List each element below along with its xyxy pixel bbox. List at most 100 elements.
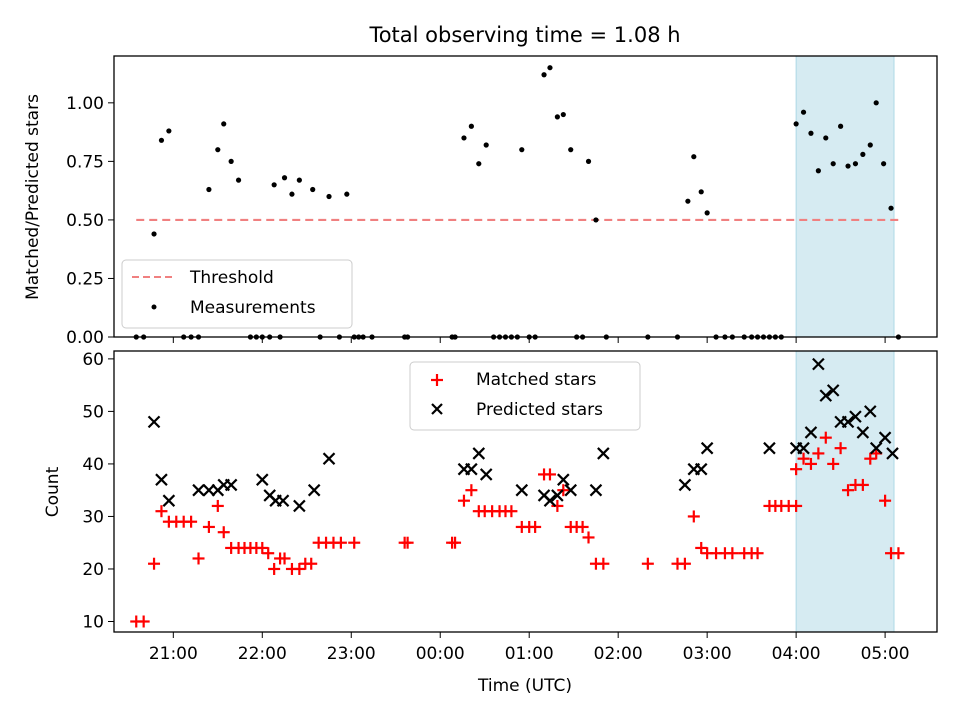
predicted-star-marker: [543, 494, 557, 507]
measurement-point: [860, 151, 866, 157]
matched-star-marker: [529, 520, 542, 533]
matched-star-marker: [834, 442, 847, 455]
matched-star-marker: [305, 557, 318, 570]
bottom-x-tick-label: 23:00: [327, 644, 376, 664]
top-y-axis-label: Matched/Predicted stars: [23, 94, 43, 300]
matched-star-marker: [185, 515, 198, 528]
matched-legend-swatch: [431, 374, 443, 386]
predicted-legend-swatch: [431, 403, 443, 415]
matched-star-marker: [148, 557, 161, 570]
measurement-point: [852, 161, 859, 167]
top-y-ticks: 0.00 0.25 0.50 0.75 1.00: [66, 94, 114, 348]
predicted-star-marker: [276, 494, 290, 507]
matched-star-marker: [137, 615, 150, 628]
predicted-star-marker: [224, 478, 238, 492]
bottom-y-axis-label: Count: [43, 466, 63, 517]
matched-star-marker: [827, 457, 840, 470]
matched-star-marker: [348, 536, 361, 549]
predicted-star-marker: [819, 389, 833, 402]
top-axes-frame: [113, 55, 938, 338]
measurement-point: [704, 210, 710, 216]
measurement-point: [344, 191, 350, 197]
measurement-point: [228, 158, 234, 164]
matched-star-marker: [582, 531, 595, 544]
measurement-point: [235, 177, 242, 183]
predicted-points: [147, 357, 899, 513]
measurement-point: [206, 186, 212, 193]
bottom-y-ticks: 10 20 30 40 50 60: [82, 350, 114, 632]
matched-star-marker: [819, 431, 832, 444]
matched-star-marker: [334, 536, 347, 549]
measurement-point: [593, 217, 599, 223]
bottom-x-ticks: 21:00 22:00 23:00 00:00 01:00 02:00 03:00 04:00…: [149, 632, 910, 664]
measurement-point: [271, 182, 277, 188]
predicted-star-marker: [479, 468, 493, 481]
matched-star-marker: [892, 547, 905, 560]
matched-star-marker: [465, 484, 478, 497]
bottom-y-tick-label: 30: [82, 507, 104, 527]
bottom-y-tick-label: 20: [82, 560, 104, 580]
bottom-legend: Matched stars Predicted stars: [409, 361, 641, 431]
top-y-tick-label: 0.00: [66, 328, 104, 348]
measurement-point: [476, 161, 482, 167]
matched-star-marker: [293, 562, 306, 575]
matched-star-marker: [597, 557, 610, 570]
matched-star-marker: [790, 463, 803, 476]
top-y-tick-label: 0.25: [66, 269, 104, 289]
top-y-tick-label: 1.00: [66, 94, 104, 114]
matched-star-marker: [678, 557, 691, 570]
predicted-star-marker: [863, 405, 877, 418]
bottom-x-tick-label: 04:00: [772, 644, 821, 664]
bottom-y-tick-label: 50: [82, 402, 104, 422]
measurement-point: [691, 154, 697, 160]
predicted-star-marker: [515, 483, 529, 497]
bottom-x-tick-label: 00:00: [416, 644, 465, 664]
predicted-legend-label: Predicted stars: [476, 400, 603, 420]
predicted-star-marker: [812, 357, 825, 371]
measurement-point: [281, 175, 288, 181]
matched-star-marker: [192, 552, 205, 565]
top-legend-box: [121, 259, 353, 329]
measurement-point: [808, 130, 814, 136]
predicted-star-marker: [557, 473, 570, 486]
measurement-point: [830, 161, 836, 167]
measurement-point: [560, 111, 566, 118]
measurement-point: [519, 147, 525, 153]
measurement-point: [585, 158, 592, 164]
matched-points: [130, 431, 905, 628]
matched-star-marker: [449, 536, 462, 549]
measurements-legend-swatch: [151, 304, 157, 310]
measurement-point: [326, 193, 332, 200]
predicted-star-marker: [256, 473, 269, 486]
matched-star-marker: [211, 499, 224, 512]
predicted-star-marker: [597, 447, 610, 460]
measurement-point: [867, 142, 873, 148]
measurements-legend-label: Measurements: [190, 298, 316, 318]
matched-star-marker: [262, 547, 275, 560]
measurement-point: [289, 191, 295, 197]
matched-star-marker: [256, 541, 269, 554]
bottom-y-tick-label: 40: [82, 455, 104, 475]
predicted-star-marker: [192, 483, 205, 497]
predicted-star-marker: [678, 478, 692, 492]
matched-star-marker: [268, 562, 281, 575]
matched-star-marker: [842, 484, 855, 497]
top-y-tick-label: 0.75: [66, 152, 104, 172]
measurement-point: [461, 135, 467, 141]
predicted-star-marker: [322, 452, 336, 465]
bottom-axes-frame: [113, 350, 938, 633]
top-y-tick-label: 0.50: [66, 211, 104, 231]
x-axis-label: Time (UTC): [477, 676, 572, 696]
matched-star-marker: [695, 541, 708, 554]
measurement-point: [468, 123, 474, 129]
matched-star-marker: [812, 447, 825, 460]
measurement-point: [158, 137, 165, 143]
measurement-point: [845, 163, 851, 169]
measurement-point: [873, 100, 879, 106]
bottom-x-tick-label: 01:00: [505, 644, 554, 664]
matched-star-marker: [278, 552, 291, 565]
matched-star-marker: [726, 547, 739, 560]
measurement-point: [881, 161, 887, 167]
measurement-point: [151, 231, 157, 237]
matched-star-marker: [202, 520, 215, 533]
